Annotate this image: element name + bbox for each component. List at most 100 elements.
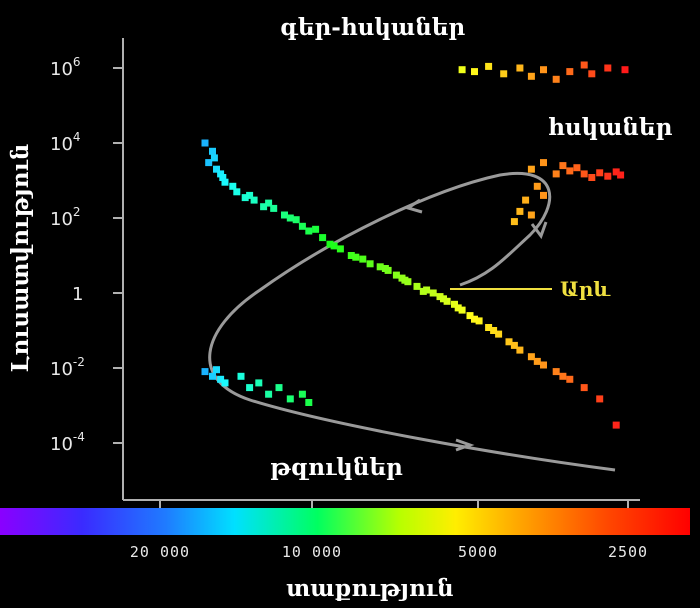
star-point — [580, 384, 588, 392]
giants-label: հսկաներ — [548, 114, 673, 141]
star-point — [471, 315, 478, 323]
star-point — [219, 174, 227, 181]
star-point — [265, 199, 273, 207]
x-tick-label: 10 000 — [282, 543, 342, 561]
star-point — [281, 211, 288, 219]
star-point — [533, 357, 541, 365]
star-point — [559, 372, 567, 380]
x-axis-title: տաքություն — [286, 575, 453, 602]
dwarfs-label: թզուկներ — [270, 454, 403, 481]
star-point — [419, 287, 427, 295]
star-point — [319, 234, 327, 242]
x-ticks: 20 000 10 000 5000 2500 — [130, 500, 648, 561]
star-point — [471, 68, 478, 76]
star-point — [596, 395, 604, 403]
star-point — [255, 379, 263, 387]
star-point — [205, 159, 213, 167]
star-point — [466, 312, 474, 320]
evolution-track — [208, 172, 616, 472]
star-point — [217, 375, 225, 383]
star-point — [516, 346, 524, 354]
star-point — [596, 169, 604, 177]
star-point — [566, 375, 574, 383]
star-point — [510, 218, 518, 226]
star-point — [221, 178, 229, 186]
track-arrow-3 — [530, 221, 548, 240]
star-point — [413, 282, 421, 290]
temperature-colorbar — [0, 508, 690, 535]
star-point — [588, 70, 596, 78]
star-point — [210, 154, 218, 162]
y-tick-label: 106 — [50, 55, 81, 80]
star-point — [485, 62, 493, 70]
star-point — [229, 182, 237, 190]
star-point — [217, 170, 225, 178]
star-point — [573, 164, 581, 172]
star-point — [330, 242, 338, 250]
y-tick-label: 10-2 — [50, 355, 85, 380]
star-point — [500, 70, 508, 78]
star-point — [495, 330, 503, 338]
star-point — [209, 147, 216, 155]
star-point — [604, 64, 612, 72]
star-point — [527, 211, 535, 219]
star-point — [237, 372, 245, 380]
star-point — [429, 289, 437, 297]
star-point — [246, 191, 254, 199]
star-point — [604, 172, 612, 180]
star-point — [312, 225, 320, 233]
star-point — [376, 263, 384, 271]
star-point — [612, 168, 620, 176]
data-points — [201, 61, 629, 429]
star-point — [213, 366, 220, 374]
star-point — [490, 327, 498, 334]
track-arrow-1 — [455, 438, 475, 452]
star-point — [305, 399, 313, 406]
star-point — [209, 372, 216, 380]
star-point — [540, 66, 547, 74]
star-point — [241, 194, 249, 202]
star-point — [381, 265, 389, 272]
star-point — [347, 252, 355, 259]
star-point — [552, 368, 560, 376]
star-point — [201, 139, 209, 147]
x-tick-label: 2500 — [608, 543, 648, 561]
star-point — [458, 66, 466, 74]
star-point — [475, 317, 483, 325]
star-point — [527, 72, 535, 80]
y-tick-label: 1 — [72, 284, 83, 305]
star-point — [458, 306, 466, 314]
star-point — [305, 227, 313, 235]
star-point — [265, 390, 273, 398]
star-point — [440, 295, 447, 303]
star-point — [588, 174, 596, 181]
star-point — [505, 338, 513, 346]
star-point — [270, 204, 278, 212]
star-point — [233, 188, 241, 196]
star-point — [566, 167, 574, 175]
star-point — [552, 75, 560, 83]
star-point — [527, 165, 535, 173]
star-point — [559, 162, 567, 170]
star-point — [275, 384, 283, 392]
star-point — [522, 196, 530, 204]
star-point — [250, 196, 258, 204]
star-point — [401, 276, 409, 284]
star-point — [260, 203, 268, 211]
star-point — [540, 191, 547, 199]
star-point — [621, 66, 629, 74]
star-point — [286, 395, 294, 403]
star-point — [454, 304, 462, 312]
x-tick-label: 5000 — [458, 543, 498, 561]
star-point — [443, 297, 451, 305]
sun-label: Արև — [560, 277, 611, 301]
track-arrow-2 — [404, 198, 423, 214]
star-point — [540, 361, 547, 369]
star-point — [580, 61, 588, 69]
star-point — [298, 222, 306, 230]
star-point — [286, 214, 294, 222]
star-point — [359, 255, 367, 263]
star-point — [221, 379, 229, 387]
